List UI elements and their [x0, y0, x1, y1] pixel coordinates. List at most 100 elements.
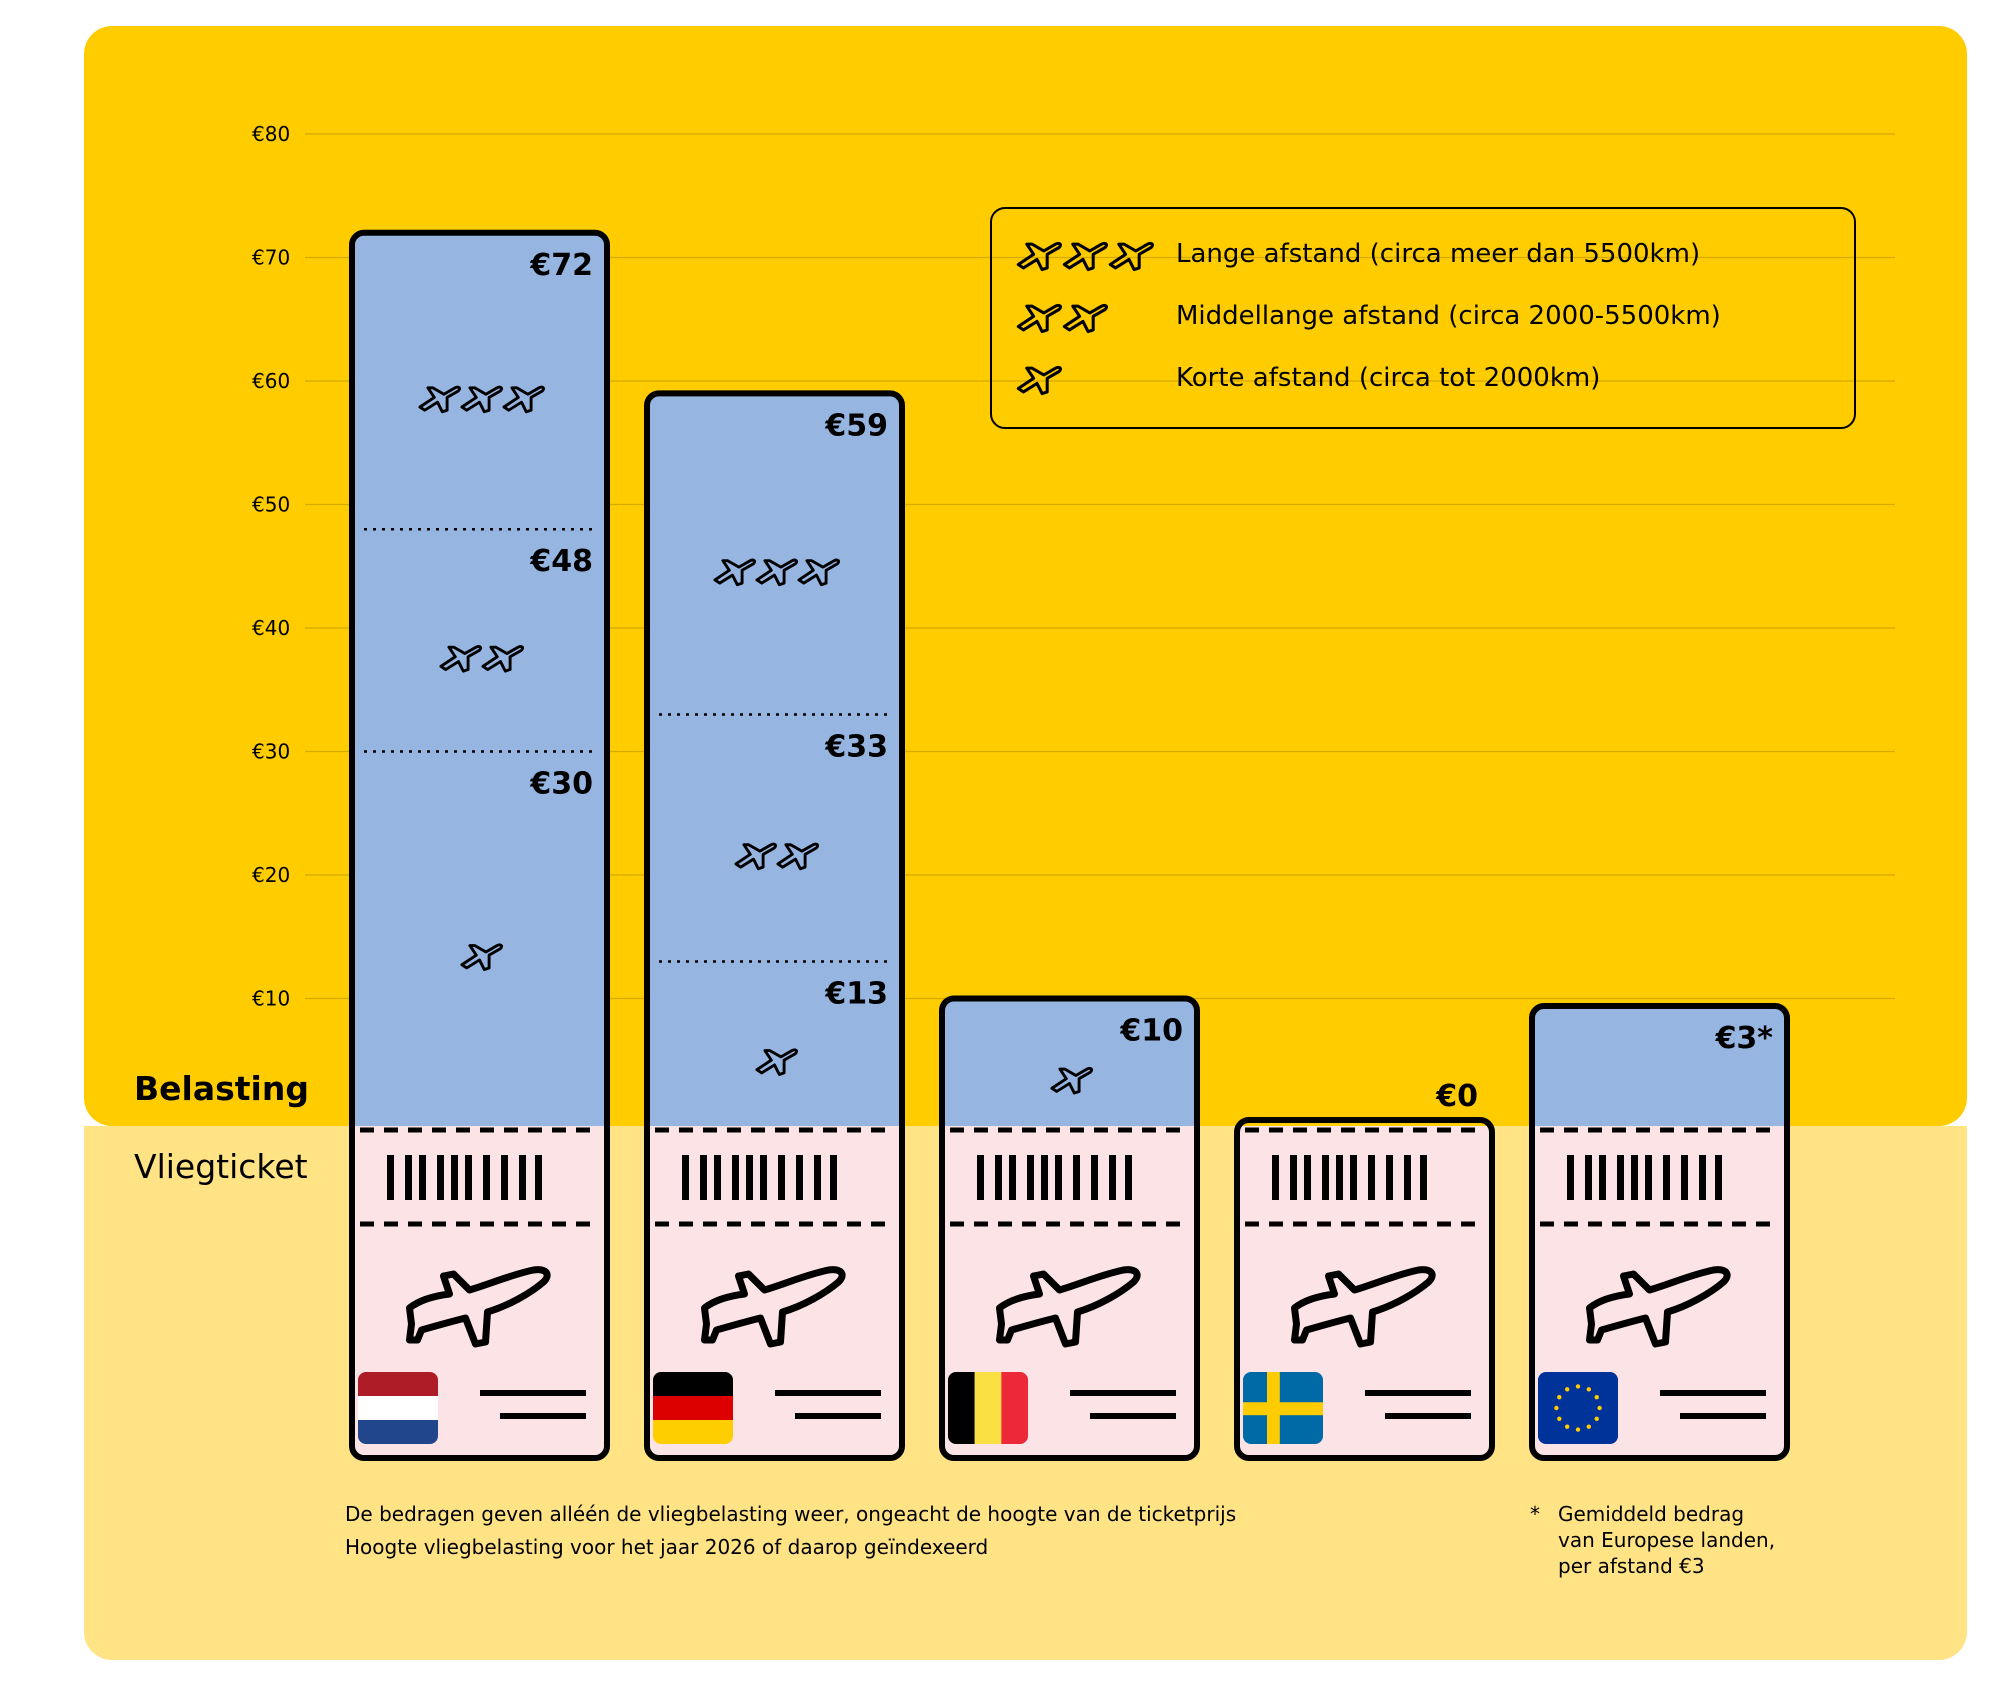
flag-stripe [358, 1420, 438, 1444]
value-label: €48 [529, 544, 593, 579]
barcode-stripe [501, 1155, 508, 1200]
barcode-stripe [1645, 1155, 1652, 1200]
y-tick-label: €50 [252, 493, 290, 517]
value-label: €59 [824, 408, 888, 443]
flag-star [1557, 1416, 1562, 1422]
flag-star [1594, 1416, 1599, 1422]
flag-stripe [974, 1372, 1002, 1444]
barcode-stripe [1125, 1155, 1132, 1200]
flag-star [1586, 1387, 1592, 1392]
barcode-stripe [1699, 1155, 1706, 1200]
flag-body [653, 1372, 733, 1444]
flag-star [1575, 1427, 1581, 1432]
barcode-stripe [405, 1155, 412, 1200]
barcode-stripe [1322, 1155, 1329, 1200]
flag-star [1586, 1424, 1592, 1429]
value-label: €72 [529, 248, 593, 283]
flag-star [1557, 1395, 1562, 1400]
bar-fill [945, 998, 1194, 1132]
y-tick-label: €70 [252, 246, 290, 270]
barcode-stripe [1599, 1155, 1606, 1200]
flag-stripe [653, 1372, 733, 1396]
flag-star [1594, 1395, 1599, 1400]
flag-stripe [1001, 1372, 1028, 1444]
barcode-stripe [1272, 1155, 1279, 1200]
flag-stripe [358, 1372, 438, 1396]
ticket-text-line [1385, 1413, 1471, 1419]
barcode-stripe [1073, 1155, 1080, 1200]
legend-label-short: Korte afstand (circa tot 2000km) [1176, 363, 1600, 393]
flag-star [1575, 1384, 1581, 1389]
bars: €30 €48 €72 €13 €33 €59 €10 €0 €3* [349, 229, 1790, 1462]
barcode-stripe [1041, 1155, 1048, 1200]
barcode-stripe [519, 1155, 526, 1200]
value-label: €0 [1435, 1079, 1478, 1114]
flag-stripe [653, 1396, 733, 1420]
barcode-stripe [1368, 1155, 1375, 1200]
bar-outline [1529, 1003, 1790, 1461]
footnote-line-1: De bedragen geven alléén de vliegbelasti… [345, 1502, 1236, 1526]
barcode-stripe [1027, 1155, 1034, 1200]
value-label: €13 [824, 976, 888, 1011]
barcode-stripe [714, 1155, 721, 1200]
barcode-stripe [1631, 1155, 1638, 1200]
bar-germany: €13 €33 €59 [644, 390, 905, 1462]
bar-outline [644, 390, 905, 1462]
legend: Lange afstand (circa meer dan 5500km) Mi… [990, 207, 1856, 429]
barcode-stripe [1715, 1155, 1722, 1200]
value-label: €3* [1715, 1021, 1774, 1056]
barcode-stripe [1420, 1155, 1427, 1200]
barcode-stripe [1386, 1155, 1393, 1200]
flag-stripe [948, 1372, 975, 1444]
value-label: €30 [529, 767, 593, 802]
barcode-stripe [1109, 1155, 1116, 1200]
barcode-stripe [1304, 1155, 1311, 1200]
barcode-stripe [1055, 1155, 1062, 1200]
flag-body [1538, 1372, 1618, 1444]
barcode-stripe [977, 1155, 984, 1200]
flag-body [1243, 1372, 1323, 1444]
ticket-text-line [1070, 1390, 1176, 1396]
y-tick-label: €40 [252, 616, 290, 640]
footnote-star-line-2: van Europese landen, [1558, 1528, 1775, 1552]
flag-stripe [358, 1396, 438, 1420]
barcode-stripe [1617, 1155, 1624, 1200]
barcode-stripe [778, 1155, 785, 1200]
barcode-stripe [1585, 1155, 1592, 1200]
barcode-stripe [1404, 1155, 1411, 1200]
value-label: €33 [824, 729, 888, 764]
barcode-stripe [814, 1155, 821, 1200]
footnote-star-marker: * [1530, 1502, 1540, 1526]
flag-european-union [1538, 1372, 1618, 1444]
flag-netherlands [358, 1372, 438, 1444]
y-axis-ticks: €10 €20 €30 €40 €50 €60 €70 €80 [252, 122, 290, 1011]
barcode-stripe [1350, 1155, 1357, 1200]
ticket-text-line [1680, 1413, 1766, 1419]
ticket-text-line [1660, 1390, 1766, 1396]
bar-sweden: €0 [1234, 1079, 1495, 1461]
ticket-text-line [1365, 1390, 1471, 1396]
value-label: €10 [1119, 1014, 1183, 1049]
barcode-stripe [746, 1155, 753, 1200]
row-label-tax: Belasting [134, 1069, 309, 1108]
y-tick-label: €20 [252, 863, 290, 887]
barcode-stripe [732, 1155, 739, 1200]
flag-star [1554, 1405, 1559, 1411]
flag-body [358, 1372, 438, 1444]
flag-belgium [948, 1372, 1028, 1444]
bar-fill [355, 232, 604, 1133]
flag-star [1565, 1387, 1570, 1392]
y-tick-label: €30 [252, 740, 290, 764]
footnote-line-2: Hoogte vliegbelasting voor het jaar 2026… [345, 1535, 988, 1559]
legend-label-medium: Middellange afstand (circa 2000-5500km) [1176, 301, 1721, 331]
barcode-stripe [1091, 1155, 1098, 1200]
barcode-stripe [535, 1155, 542, 1200]
flag-sweden [1243, 1372, 1323, 1444]
bar-netherlands: €30 €48 €72 [349, 229, 610, 1461]
bar-fill [650, 393, 899, 1133]
barcode-stripe [1681, 1155, 1688, 1200]
legend-box [990, 207, 1856, 429]
legend-label-long: Lange afstand (circa meer dan 5500km) [1176, 239, 1700, 269]
barcode-stripe [1290, 1155, 1297, 1200]
